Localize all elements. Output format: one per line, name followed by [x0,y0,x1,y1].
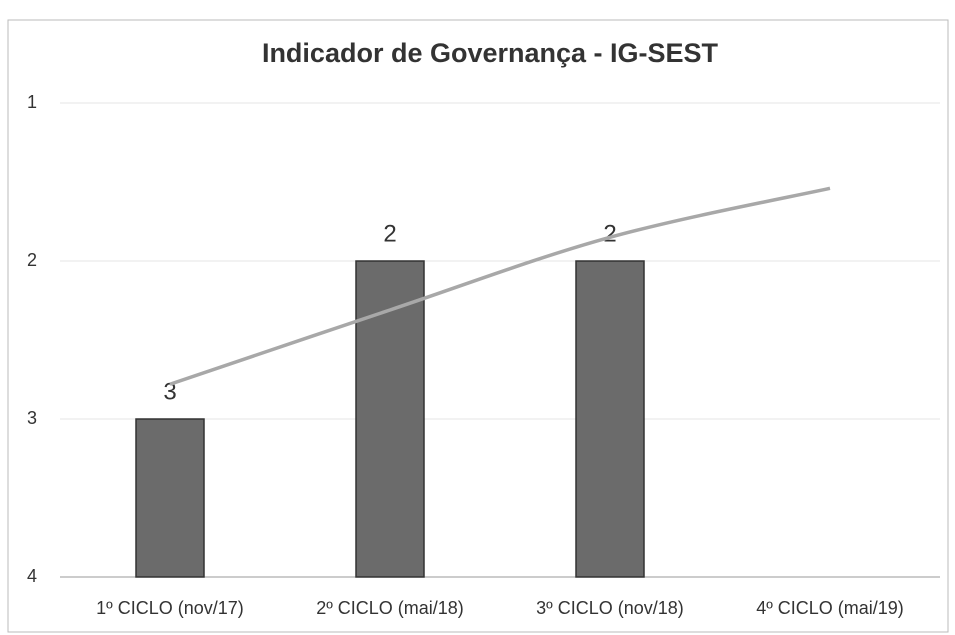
chart-title: Indicador de Governança - IG-SEST [262,38,719,68]
x-tick-label: 1º CICLO (nov/17) [96,598,244,618]
x-tick-label: 3º CICLO (nov/18) [536,598,684,618]
x-tick-label: 2º CICLO (mai/18) [316,598,464,618]
bar [575,260,645,578]
x-tick-label: 4º CICLO (mai/19) [756,598,904,618]
trend-line [169,186,831,386]
bar [355,260,425,578]
bar [135,418,205,578]
data-label: 3 [163,378,176,405]
y-tick-label: 4 [27,566,37,586]
y-tick-label: 2 [27,250,37,270]
y-tick-label: 3 [27,408,37,428]
data-label: 2 [603,220,616,247]
y-tick-label: 1 [27,92,37,112]
data-label: 2 [383,220,396,247]
